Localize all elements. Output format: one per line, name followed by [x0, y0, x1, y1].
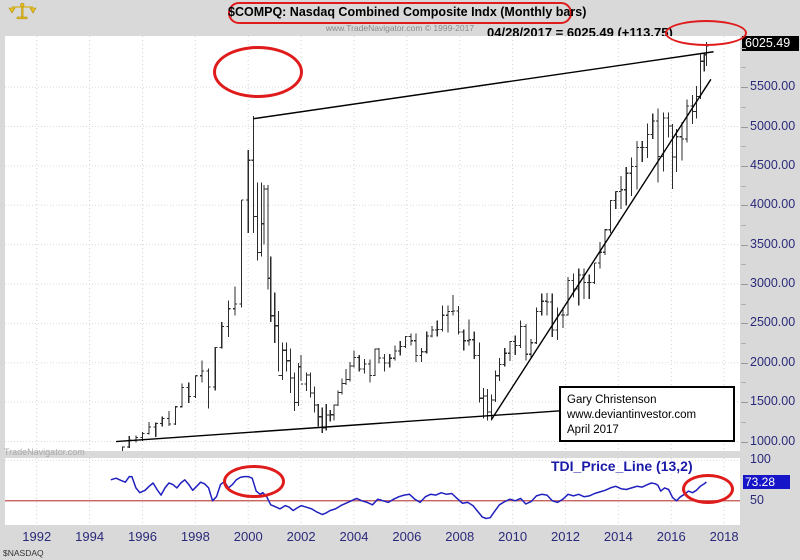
time-axis-tick: 2006 — [392, 529, 422, 544]
attribution-author: Gary Christenson — [567, 394, 657, 406]
price-axis-tickmark — [741, 441, 748, 443]
price-axis-tick: 4000.00 — [750, 197, 796, 212]
title-subtitle: www.TradeNavigator.com © 1999-2017 — [325, 23, 475, 33]
chart-title-block: $COMPQ: Nasdaq Combined Composite Indx (… — [228, 2, 587, 33]
tdi-indicator-panel[interactable] — [5, 458, 740, 525]
price-axis-tickmark — [741, 284, 748, 286]
price-axis-minor-tick — [741, 343, 746, 345]
title-highlight-ellipse — [228, 2, 572, 24]
price-axis-tick: 4500.00 — [750, 157, 796, 172]
price-axis-minor-tick — [741, 185, 746, 187]
time-axis-tick: 2016 — [656, 529, 686, 544]
time-axis-tick: 1992 — [22, 529, 52, 544]
dot-com-peak-circle — [213, 46, 303, 98]
price-axis-minor-tick — [741, 47, 746, 49]
price-axis-tickmark — [741, 126, 748, 128]
watermark-label: TradeNavigator.com — [4, 447, 85, 457]
price-axis-tickmark — [741, 205, 748, 207]
tdi-value-badge: 73.28 — [743, 474, 790, 489]
time-axis-tick: 1998 — [180, 529, 210, 544]
symbol-label: $NASDAQ — [3, 548, 44, 558]
page-title: $COMPQ: Nasdaq Combined Composite Indx (… — [228, 5, 587, 19]
time-axis-tick: 2002 — [286, 529, 316, 544]
price-axis-tickmark — [741, 402, 748, 404]
price-axis[interactable]: 6025.49 73.28 5500.00 5000.00 4500.00 4000.… — [741, 36, 800, 525]
tdi-plot — [5, 458, 740, 525]
tdi-axis-mid-label: 50 — [750, 492, 764, 507]
price-axis-tick: 1500.00 — [750, 394, 796, 409]
time-axis-tick: 2004 — [339, 529, 369, 544]
time-axis-tick: 2008 — [445, 529, 475, 544]
time-axis-tick: 2014 — [603, 529, 633, 544]
attribution-box: Gary Christenson www.deviantinvestor.com… — [559, 386, 735, 442]
price-axis-minor-tick — [741, 67, 746, 69]
last-price-tag: 6025.49 — [742, 36, 799, 51]
price-axis-minor-tick — [741, 106, 746, 108]
price-axis-minor-tick — [741, 303, 746, 305]
time-axis-tick: 2010 — [498, 529, 528, 544]
price-axis-minor-tick — [741, 146, 746, 148]
tdi-axis-top-label: 100 — [750, 452, 771, 467]
price-axis-tick: 5500.00 — [750, 79, 796, 94]
price-axis-tick: 5000.00 — [750, 118, 796, 133]
attribution-date: April 2017 — [567, 424, 619, 436]
time-axis-tick: 1996 — [128, 529, 157, 544]
time-axis-tick: 2012 — [551, 529, 580, 544]
time-axis-tick: 2018 — [709, 529, 739, 544]
price-axis-minor-tick — [741, 224, 746, 226]
price-axis-minor-tick — [741, 264, 746, 266]
price-axis-tickmark — [741, 87, 748, 89]
time-axis[interactable]: $NASDAQ 1992 1994 1996 1998 2000 2002 2004 2006… — [0, 526, 800, 560]
price-axis-minor-tick — [741, 421, 746, 423]
price-axis-tickmark — [741, 165, 748, 167]
tdi-1999-peak-circle — [223, 465, 285, 498]
scales-of-justice-icon — [6, 1, 40, 21]
tdi-indicator-label: TDI_Price_Line (13,2) — [551, 458, 693, 474]
price-axis-tickmark — [741, 323, 748, 325]
tdi-2017-circle — [682, 474, 734, 504]
price-axis-tick: 1000.00 — [750, 433, 796, 448]
time-axis-tick: 2000 — [233, 529, 263, 544]
price-axis-tick: 3500.00 — [750, 236, 796, 251]
attribution-website: www.deviantinvestor.com — [567, 409, 697, 421]
price-axis-tickmark — [741, 244, 748, 246]
time-axis-tick: 1994 — [75, 529, 105, 544]
price-axis-minor-tick — [741, 382, 746, 384]
price-axis-tick: 2500.00 — [750, 315, 796, 330]
price-axis-tick: 2000.00 — [750, 354, 796, 369]
price-axis-tickmark — [741, 362, 748, 364]
price-axis-tick: 3000.00 — [750, 276, 796, 291]
